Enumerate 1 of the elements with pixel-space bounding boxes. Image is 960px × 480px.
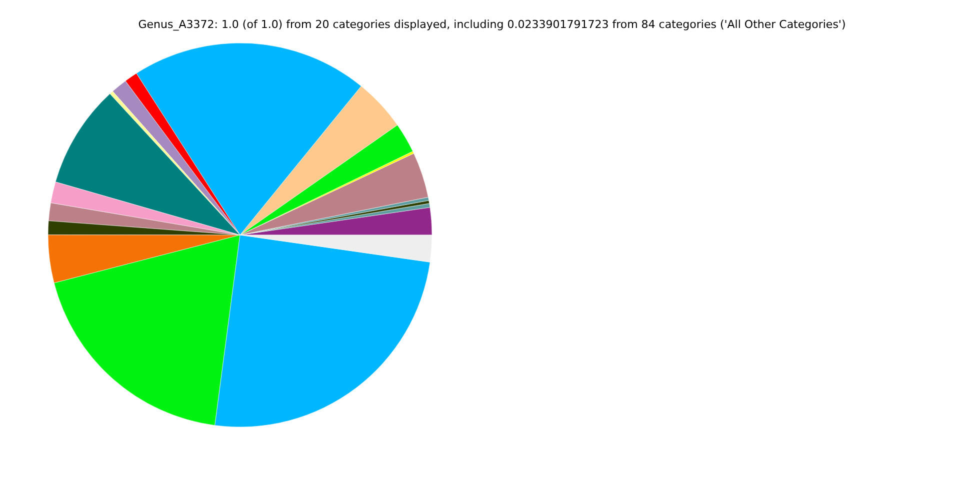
text: Genus_A3372: 1.0 (of 1.0) from 20 categories displayed, including 0.0233901791723 from 84 categories ('All Other Categories'): [138, 18, 846, 31]
